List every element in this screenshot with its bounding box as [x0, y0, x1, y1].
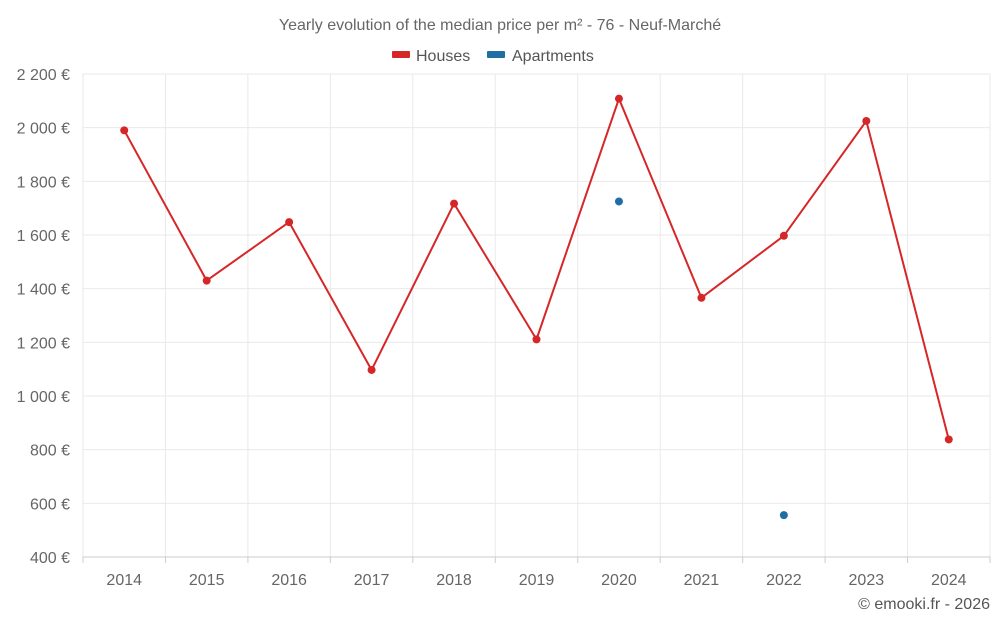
houses-point-2018[interactable] [450, 199, 459, 208]
houses-point-2017[interactable] [367, 365, 376, 374]
x-tick-label: 2022 [766, 572, 802, 589]
x-tick-label: 2018 [436, 572, 472, 589]
legend-swatch-houses [392, 51, 410, 58]
axes: 400 € 600 € 800 € 1 000 € 1 200 € 1 400 € 1 60… [17, 67, 991, 589]
x-tick-label: 2020 [601, 572, 637, 589]
y-tick-label: 600 € [30, 496, 70, 513]
x-tick-label: 2021 [684, 572, 720, 589]
houses-point-2019[interactable] [532, 335, 541, 344]
y-tick-label: 1 600 € [17, 228, 70, 245]
houses-point-2023[interactable] [862, 116, 871, 125]
houses-point-2020[interactable] [614, 94, 623, 103]
grid [82, 73, 991, 557]
legend-label-houses: Houses [416, 48, 470, 65]
y-tick-label: 2 200 € [17, 67, 70, 84]
legend-label-apartments: Apartments [512, 48, 594, 65]
x-tick-label: 2016 [271, 572, 307, 589]
y-tick-label: 1 800 € [17, 174, 70, 191]
apartments-point-2022[interactable] [779, 511, 788, 520]
y-tick-label: 400 € [30, 550, 70, 567]
x-tick-label: 2014 [106, 572, 142, 589]
houses-point-2016[interactable] [285, 218, 294, 227]
legend-item-houses[interactable]: Houses [392, 48, 470, 65]
y-tick-label: 1 400 € [17, 282, 70, 299]
y-tick-label: 800 € [30, 443, 70, 460]
y-tick-label: 1 000 € [17, 389, 70, 406]
x-tick-label: 2019 [519, 572, 555, 589]
x-tick-label: 2017 [354, 572, 390, 589]
legend[interactable]: Houses Apartments [392, 48, 594, 65]
chart-title: Yearly evolution of the median price per… [279, 17, 721, 34]
houses-point-2021[interactable] [697, 293, 706, 302]
y-tick-label: 1 200 € [17, 335, 70, 352]
houses-point-2014[interactable] [120, 126, 129, 135]
legend-item-apartments[interactable]: Apartments [487, 48, 594, 65]
series [120, 94, 953, 520]
houses-point-2015[interactable] [202, 276, 211, 285]
x-tick-label: 2015 [189, 572, 225, 589]
x-tick-label: 2023 [849, 572, 885, 589]
y-tick-label: 2 000 € [17, 121, 70, 138]
apartments-point-2020[interactable] [614, 197, 623, 206]
x-tick-label: 2024 [931, 572, 967, 589]
copyright-footer: © emooki.fr - 2026 [858, 596, 990, 613]
legend-swatch-apartments [487, 51, 505, 58]
houses-point-2022[interactable] [779, 231, 788, 240]
houses-point-2024[interactable] [944, 435, 953, 444]
